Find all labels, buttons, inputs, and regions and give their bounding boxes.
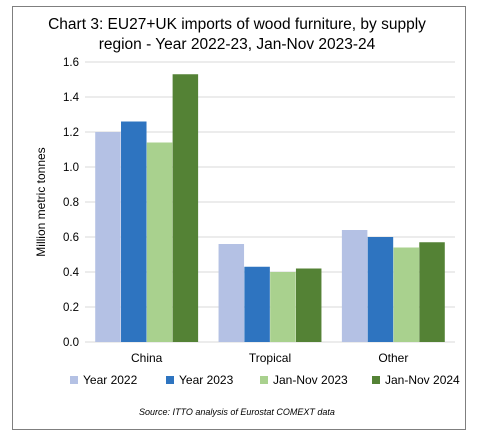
- chart-frame: [12, 6, 466, 430]
- legend-swatch: [70, 376, 78, 384]
- category-label: Tropical: [249, 351, 291, 365]
- legend: Year 2022 Year 2023 Jan-Nov 2023 Jan-Nov 20…: [70, 373, 460, 387]
- y-tick-label: 0.8: [63, 197, 79, 209]
- y-axis-label: Million metric tonnes: [34, 147, 48, 256]
- source-note: Source: ITTO analysis of Eurostat COMEXT…: [139, 407, 335, 417]
- bar-year-2022-tropical: [218, 244, 245, 342]
- legend-swatch: [166, 376, 174, 384]
- legend-label: Year 2022: [83, 373, 138, 387]
- bar-year-2022-china: [95, 132, 121, 342]
- bar-year-2023-china: [121, 121, 147, 342]
- category-labels: China Tropical Other: [131, 351, 408, 365]
- bar-year-2022-other: [341, 230, 368, 342]
- bar-year-2023-other: [367, 237, 394, 342]
- y-tick-label: 1.6: [63, 57, 79, 69]
- legend-swatch: [260, 376, 268, 384]
- legend-label: Jan-Nov 2023: [273, 373, 348, 387]
- y-tick-label: 0.0: [63, 337, 79, 349]
- y-tick-label: 1.4: [63, 92, 80, 104]
- bar-jan-nov-2024-tropical: [295, 268, 322, 342]
- chart-title-line2: region - Year 2022-23, Jan-Nov 2023-24: [99, 36, 376, 53]
- bar-jan-nov-2023-tropical: [270, 272, 296, 342]
- y-tick-labels: 0.0 0.2 0.4 0.6 0.8 1.0 1.2 1.4 1.6: [63, 57, 80, 349]
- y-tick-label: 0.2: [63, 302, 79, 314]
- gridlines: [85, 61, 455, 343]
- category-label: Other: [378, 351, 408, 365]
- bar-jan-nov-2024-other: [419, 242, 445, 342]
- bar-jan-nov-2023-other: [393, 247, 419, 342]
- category-label: China: [131, 351, 163, 365]
- legend-label: Year 2023: [179, 373, 234, 387]
- bar-year-2023-tropical: [244, 266, 270, 342]
- legend-swatch: [372, 376, 380, 384]
- bar-jan-nov-2024-china: [172, 74, 199, 342]
- y-tick-label: 0.4: [63, 267, 80, 279]
- y-tick-label: 1.2: [63, 127, 79, 139]
- y-tick-label: 1.0: [63, 162, 79, 174]
- bar-jan-nov-2023-china: [146, 142, 173, 342]
- legend-label: Jan-Nov 2024: [385, 373, 460, 387]
- chart-title-line1: Chart 3: EU27+UK imports of wood furnitu…: [48, 16, 426, 33]
- bars: [95, 74, 445, 342]
- y-tick-label: 0.6: [63, 232, 79, 244]
